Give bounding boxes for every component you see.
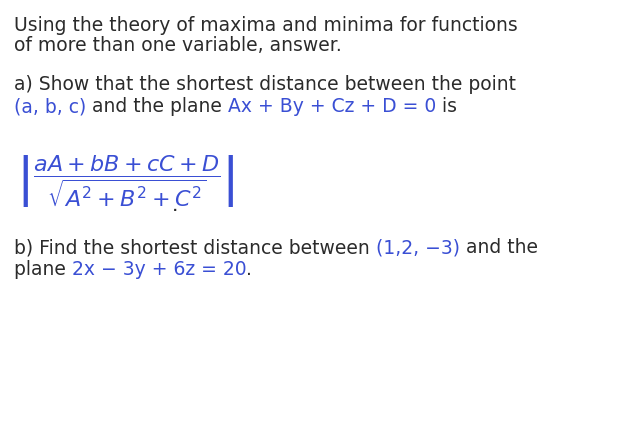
Text: is: is	[436, 97, 458, 116]
Text: plane: plane	[14, 260, 72, 279]
Text: b) Find the shortest distance between: b) Find the shortest distance between	[14, 238, 376, 257]
Text: 2x − 3y + 6z = 20: 2x − 3y + 6z = 20	[72, 260, 246, 279]
Text: .: .	[172, 196, 179, 215]
Text: Ax + By + Cz + D = 0: Ax + By + Cz + D = 0	[228, 97, 436, 116]
Text: (1,2, −3): (1,2, −3)	[376, 238, 460, 257]
Text: .: .	[246, 260, 253, 279]
Text: $\left|\dfrac{aA + bB + cC + D}{\sqrt{A^2 + B^2 + C^2}}\right|$: $\left|\dfrac{aA + bB + cC + D}{\sqrt{A^…	[16, 153, 234, 209]
Text: of more than one variable, answer.: of more than one variable, answer.	[14, 36, 342, 55]
Text: and the plane: and the plane	[86, 97, 228, 116]
Text: and the: and the	[460, 238, 538, 257]
Text: (a, b, c): (a, b, c)	[14, 97, 86, 116]
Text: Using the theory of maxima and minima for functions: Using the theory of maxima and minima fo…	[14, 16, 518, 35]
Text: a) Show that the shortest distance between the point: a) Show that the shortest distance betwe…	[14, 75, 516, 94]
